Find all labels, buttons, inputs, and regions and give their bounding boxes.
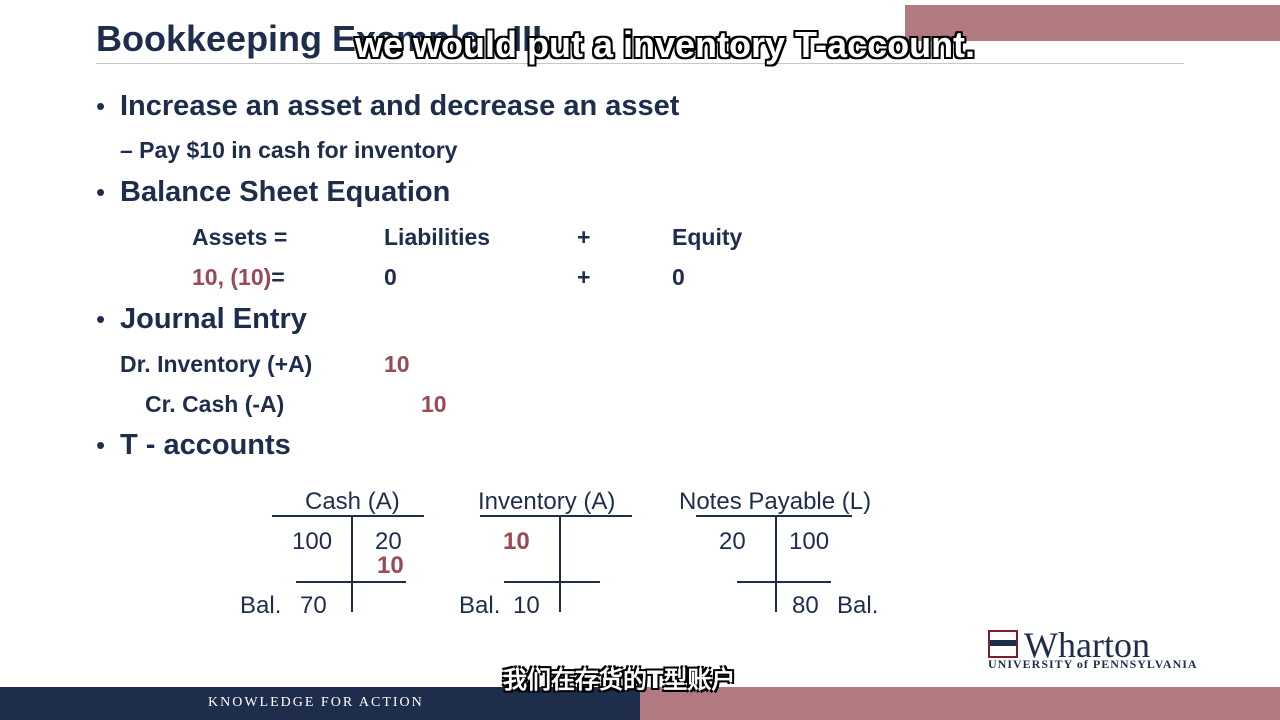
- bullet-increase-decrease: • Increase an asset and decrease an asset: [96, 90, 679, 123]
- title-divider: [96, 63, 1184, 64]
- cash-credit-value-1: 20: [375, 528, 402, 555]
- sub-bullet-pay-cash: – Pay $10 in cash for inventory: [120, 137, 457, 164]
- equation-liabilities-value: 0: [384, 264, 397, 290]
- bullet-balance-sheet: • Balance Sheet Equation: [96, 176, 450, 209]
- cash-t-top-line: [272, 515, 424, 517]
- sub-bullet-text: – Pay $10 in cash for inventory: [120, 137, 458, 163]
- bullet-text: Increase an asset and decrease an asset: [120, 90, 680, 122]
- cash-balance-line: [296, 581, 406, 583]
- bullet-dot: •: [96, 91, 106, 121]
- journal-debit-label: Dr. Inventory (+A): [120, 351, 313, 377]
- assets-decrease-value: (10): [230, 264, 272, 290]
- inventory-balance-line: [504, 581, 600, 583]
- cash-t-vertical-line: [351, 515, 353, 612]
- bullet-text: Balance Sheet Equation: [120, 176, 451, 208]
- footer-rose-band: [640, 687, 1280, 720]
- slide-title: Bookkeeping Example - III: [96, 18, 543, 59]
- journal-credit-amount: 10: [421, 391, 447, 417]
- notes-payable-t-account-title: Notes Payable (L): [679, 488, 872, 515]
- journal-credit-label: Cr. Cash (-A): [145, 391, 285, 417]
- bullet-t-accounts: • T - accounts: [96, 429, 291, 462]
- bullet-dot: •: [96, 177, 106, 207]
- notes-credit-value: 100: [789, 528, 830, 555]
- equation-plus-2: +: [577, 264, 591, 290]
- journal-debit-amount: 10: [384, 351, 410, 377]
- inventory-t-account-title: Inventory (A): [478, 488, 616, 515]
- equation-equity-value: 0: [672, 264, 685, 290]
- bullet-text: T - accounts: [120, 429, 291, 461]
- assets-increase-value: 10,: [192, 264, 224, 290]
- cash-t-account-title: Cash (A): [305, 488, 400, 515]
- inventory-balance-value: 10: [513, 592, 540, 619]
- notes-balance-value: 80: [792, 592, 819, 619]
- notes-balance-label: Bal.: [837, 592, 879, 619]
- inventory-t-top-line: [480, 515, 632, 517]
- equation-assets-label: Assets =: [192, 224, 288, 250]
- footer-navy-band: [0, 687, 640, 720]
- inventory-debit-value: 10: [503, 528, 530, 555]
- notes-t-vertical-line: [775, 515, 777, 612]
- notes-balance-line: [737, 581, 831, 583]
- inventory-balance-label: Bal.: [459, 592, 501, 619]
- subtitle-caption-chinese: 我们在存货的T型账户: [503, 666, 736, 694]
- notes-t-top-line: [696, 515, 852, 517]
- footer-tagline: KNOWLEDGE FOR ACTION: [208, 695, 424, 710]
- cash-balance-label: Bal.: [240, 592, 282, 619]
- equation-liabilities-label: Liabilities: [384, 224, 491, 250]
- wharton-logo-subtitle: UNIVERSITY of PENNSYLVANIA: [988, 657, 1198, 671]
- equation-plus-1: +: [577, 224, 591, 250]
- notes-debit-value: 20: [719, 528, 746, 555]
- wharton-logo-wordmark: Wharton: [1024, 625, 1150, 665]
- cash-balance-value: 70: [300, 592, 327, 619]
- inventory-t-vertical-line: [559, 515, 561, 612]
- equation-equity-label: Equity: [672, 224, 743, 250]
- bullet-dot: •: [96, 304, 106, 334]
- wharton-shield-icon: [988, 630, 1018, 658]
- bullet-journal-entry: • Journal Entry: [96, 303, 307, 336]
- top-right-color-band: [905, 5, 1280, 41]
- subtitle-caption-english: we would put a inventory T-account.: [355, 24, 976, 65]
- assets-equals: =: [271, 264, 285, 290]
- cash-debit-value: 100: [292, 528, 333, 555]
- equation-assets-values: 10, (10)=: [192, 264, 285, 291]
- bullet-dot: •: [96, 430, 106, 460]
- bullet-text: Journal Entry: [120, 303, 307, 335]
- cash-credit-value-2: 10: [377, 552, 404, 579]
